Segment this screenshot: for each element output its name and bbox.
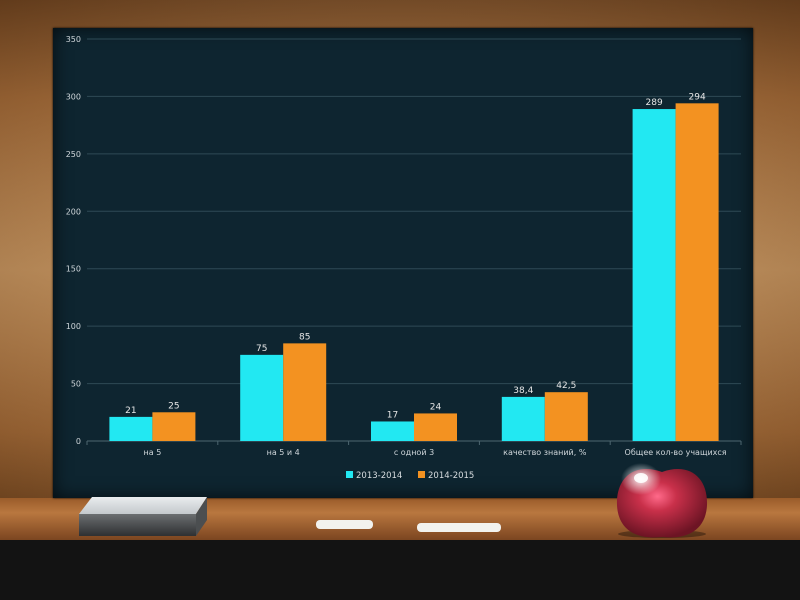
y-tick-label: 250 bbox=[66, 150, 81, 159]
bar bbox=[152, 412, 196, 441]
legend: 2013-2014 2014-2015 bbox=[346, 471, 474, 481]
y-tick-label: 200 bbox=[66, 207, 81, 216]
y-tick-label: 50 bbox=[71, 380, 81, 389]
x-category-label: на 5 bbox=[144, 448, 162, 457]
legend-swatch bbox=[346, 471, 353, 478]
y-tick-label: 100 bbox=[66, 322, 81, 331]
chalk-icon bbox=[316, 520, 501, 532]
data-label: 42,5 bbox=[556, 381, 576, 391]
data-label: 21 bbox=[125, 406, 136, 416]
x-category-label: Общее кол-во учащихся bbox=[625, 448, 727, 457]
gridlines bbox=[86, 38, 742, 445]
data-label: 289 bbox=[646, 98, 663, 108]
bar bbox=[675, 103, 719, 441]
y-tick-label: 0 bbox=[76, 437, 81, 446]
data-label: 85 bbox=[299, 332, 310, 342]
bar bbox=[240, 354, 284, 441]
data-label: 38,4 bbox=[513, 386, 533, 396]
y-axis-ticks: 0 50 100 150 200 250 300 350 bbox=[66, 35, 81, 446]
data-labels: 21 25 75 85 17 24 38,4 42,5 289 294 bbox=[125, 92, 706, 420]
data-label: 17 bbox=[387, 410, 398, 420]
bar bbox=[544, 392, 588, 441]
y-tick-label: 150 bbox=[66, 265, 81, 274]
x-category-label: качество знаний, % bbox=[503, 448, 587, 457]
bar bbox=[109, 416, 153, 441]
y-tick-label: 300 bbox=[66, 92, 81, 101]
legend-label: 2013-2014 bbox=[356, 471, 402, 481]
x-axis-categories: на 5 на 5 и 4 с одной 3 качество знаний, % О… bbox=[144, 448, 727, 457]
legend-label: 2014-2015 bbox=[428, 471, 474, 481]
eraser-icon bbox=[79, 497, 207, 536]
floor bbox=[0, 540, 800, 600]
bar bbox=[501, 396, 545, 441]
y-tick-label: 350 bbox=[66, 35, 81, 44]
bar bbox=[371, 421, 414, 441]
data-label: 294 bbox=[689, 92, 706, 102]
legend-swatch bbox=[418, 471, 425, 478]
data-label: 25 bbox=[168, 401, 179, 411]
bar bbox=[414, 413, 457, 441]
apple-icon bbox=[616, 463, 708, 538]
x-category-label: на 5 и 4 bbox=[267, 448, 300, 457]
x-category-label: с одной 3 bbox=[394, 448, 434, 457]
bars bbox=[109, 103, 719, 441]
bar bbox=[632, 109, 676, 441]
data-label: 75 bbox=[256, 344, 267, 354]
bar bbox=[283, 343, 327, 441]
data-label: 24 bbox=[430, 402, 442, 412]
bar-chart: 0 50 100 150 200 250 300 350 на 5 на 5 и 4 с одно… bbox=[66, 35, 742, 481]
